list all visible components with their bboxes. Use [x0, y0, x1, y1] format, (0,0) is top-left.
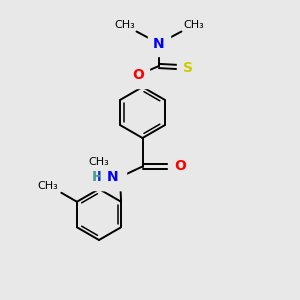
- Text: N: N: [153, 37, 165, 50]
- Text: O: O: [132, 68, 144, 82]
- Text: NH: NH: [97, 170, 120, 184]
- Text: H: H: [92, 170, 103, 184]
- Text: O: O: [174, 160, 186, 173]
- Text: CH₃: CH₃: [114, 20, 135, 30]
- Text: CH₃: CH₃: [38, 181, 58, 191]
- Text: S: S: [182, 61, 193, 74]
- Text: CH₃: CH₃: [88, 158, 110, 167]
- Text: CH₃: CH₃: [183, 20, 204, 30]
- Text: N: N: [107, 170, 118, 184]
